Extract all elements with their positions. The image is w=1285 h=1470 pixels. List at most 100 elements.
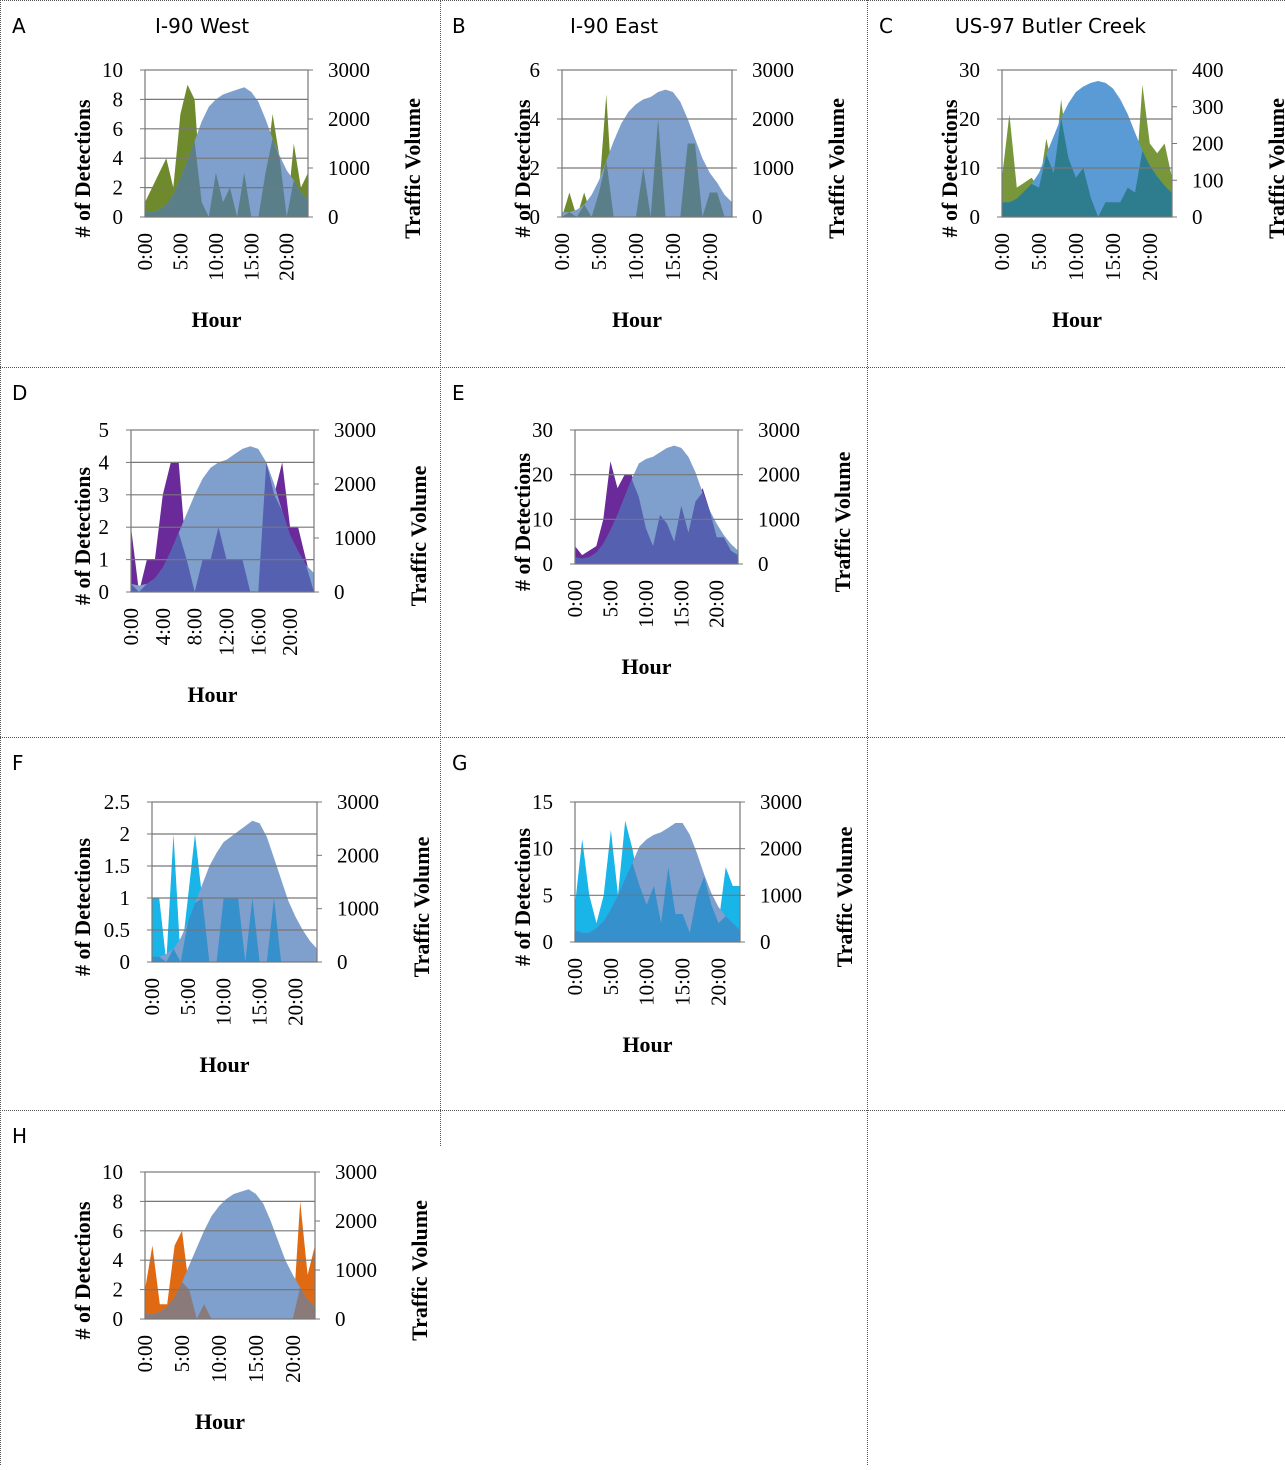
- chart-svg: 0 10 20 30 0 1000 2000 3000 0:00 5:00 10:00 15:00 20…: [510, 418, 855, 679]
- x-axis-label: Hour: [187, 682, 237, 707]
- right-tick-label: 2000: [337, 843, 379, 867]
- chart-title: I-90 East: [570, 14, 659, 38]
- x-tick-label: 20:00: [698, 233, 722, 281]
- right-tick-label: 0: [758, 552, 769, 576]
- x-tick-label: 0:00: [140, 978, 164, 1015]
- x-tick-label: 20:00: [284, 978, 308, 1026]
- panel-letter: H: [12, 1124, 28, 1148]
- left-tick-label: 30: [532, 418, 553, 442]
- right-tick-label: 3000: [760, 790, 802, 814]
- plot-frame: [561, 69, 733, 218]
- y-axis-label-left: # of Detections: [70, 838, 95, 977]
- right-tick-label: 1000: [335, 1258, 377, 1282]
- overlap-area: [145, 1282, 315, 1319]
- overlap-area: [575, 479, 738, 564]
- left-tick-label: 15: [532, 790, 553, 814]
- right-tick-label: 0: [334, 580, 345, 604]
- left-tick-label: 8: [113, 1189, 124, 1213]
- x-axis-label: Hour: [1052, 307, 1102, 332]
- x-tick-label: 10:00: [212, 978, 236, 1026]
- left-tick-label: 2.5: [104, 790, 130, 814]
- plot-frame: [130, 429, 315, 593]
- left-tick-label: 0: [530, 205, 541, 229]
- x-tick-label: 15:00: [244, 1335, 268, 1383]
- left-tick-label: 10: [102, 58, 123, 82]
- plot-frame: [574, 801, 741, 943]
- left-tick-label: 10: [959, 156, 980, 180]
- left-tick-label: 4: [113, 146, 124, 170]
- x-tick-label: 4:00: [151, 608, 175, 645]
- x-tick-label: 20:00: [278, 608, 302, 656]
- left-tick-label: 0.5: [104, 918, 130, 942]
- left-tick-label: 6: [530, 58, 541, 82]
- x-axis-label: Hour: [622, 1032, 672, 1057]
- x-tick-label: 0:00: [133, 233, 157, 270]
- x-tick-label: 15:00: [248, 978, 272, 1026]
- x-tick-label: 20:00: [281, 1335, 305, 1383]
- left-tick-label: 20: [532, 463, 553, 487]
- chart-panel-d: D 0 1 2 3 4 5 0 1000 2000 3000 0:00 4:00 8:00 12:00 16:…: [0, 367, 431, 727]
- left-tick-label: 2: [530, 156, 541, 180]
- plot-frame: [144, 69, 309, 218]
- panel-letter: F: [12, 751, 24, 775]
- right-tick-label: 1000: [337, 897, 379, 921]
- left-tick-label: 6: [113, 117, 124, 141]
- x-axis-label: Hour: [612, 307, 662, 332]
- chart-panel-e: E 0 10 20 30 0 1000 2000 3000 0:00 5:00 10:00 15:00 2…: [440, 367, 870, 727]
- grid-line-row-3: [0, 1110, 1285, 1111]
- right-tick-label: 400: [1192, 58, 1224, 82]
- right-tick-label: 100: [1192, 168, 1224, 192]
- grid-line-col-1-top: [440, 0, 441, 1130]
- y-axis-label-left: # of Detections: [510, 99, 535, 238]
- left-tick-label: 0: [543, 930, 554, 954]
- right-tick-label: 1000: [752, 156, 794, 180]
- left-tick-label: 4: [99, 450, 110, 474]
- traffic-volume-area: [145, 1189, 315, 1319]
- panel-letter: E: [452, 381, 465, 405]
- left-tick-label: 6: [113, 1219, 124, 1243]
- left-tick-label: 0: [543, 552, 554, 576]
- left-tick-label: 20: [959, 107, 980, 131]
- overlap-area: [145, 138, 308, 217]
- left-tick-label: 3: [99, 483, 110, 507]
- x-tick-label: 10:00: [634, 580, 658, 628]
- right-tick-label: 2000: [328, 107, 370, 131]
- x-tick-label: 0:00: [550, 233, 574, 270]
- x-tick-label: 5:00: [587, 233, 611, 270]
- x-tick-label: 20:00: [705, 580, 729, 628]
- x-tick-label: 0:00: [990, 233, 1014, 270]
- left-tick-label: 0: [99, 580, 110, 604]
- x-tick-label: 5:00: [168, 233, 192, 270]
- left-tick-label: 1: [120, 886, 131, 910]
- plot-frame: [144, 1171, 316, 1320]
- x-tick-label: 15:00: [239, 233, 263, 281]
- left-tick-label: 0: [113, 205, 124, 229]
- x-tick-label: 8:00: [183, 608, 207, 645]
- x-tick-label: 12:00: [215, 608, 239, 656]
- chart-panel-g: G 0 5 10 15 0 1000 2000 3000 0:00 5:00 10:00 15:00 20…: [440, 737, 870, 1097]
- chart-svg: 0 5 10 15 0 1000 2000 3000 0:00 5:00 10:00 15:00 20:…: [510, 790, 857, 1057]
- right-tick-label: 2000: [335, 1209, 377, 1233]
- x-axis-label: Hour: [191, 307, 241, 332]
- left-tick-label: 2: [113, 176, 124, 200]
- grid-line-top: [0, 0, 1285, 1]
- right-tick-label: 1000: [328, 156, 370, 180]
- x-axis-label: Hour: [621, 654, 671, 679]
- left-tick-label: 4: [113, 1248, 124, 1272]
- panel-letter: C: [879, 14, 893, 38]
- x-tick-label: 10:00: [624, 233, 648, 281]
- right-tick-label: 3000: [752, 58, 794, 82]
- chart-panel-h: H 0 2 4 6 8 10 0 1000 2000 3000 0:00 5:00 10:00 15:00 2…: [0, 1110, 432, 1470]
- x-tick-label: 0:00: [563, 958, 587, 995]
- chart-svg: 0 2 4 6 0 1000 2000 3000 0:00 5:00 10:00 15:00 20:00…: [510, 58, 849, 332]
- right-tick-label: 2000: [334, 472, 376, 496]
- y-axis-label-right: Traffic Volume: [407, 1200, 432, 1341]
- x-tick-label: 20:00: [275, 233, 299, 281]
- right-tick-label: 1000: [758, 507, 800, 531]
- left-tick-label: 1.5: [104, 854, 130, 878]
- panel-letter: A: [12, 14, 26, 38]
- x-tick-label: 10:00: [207, 1335, 231, 1383]
- y-axis-label-right: Traffic Volume: [830, 451, 855, 592]
